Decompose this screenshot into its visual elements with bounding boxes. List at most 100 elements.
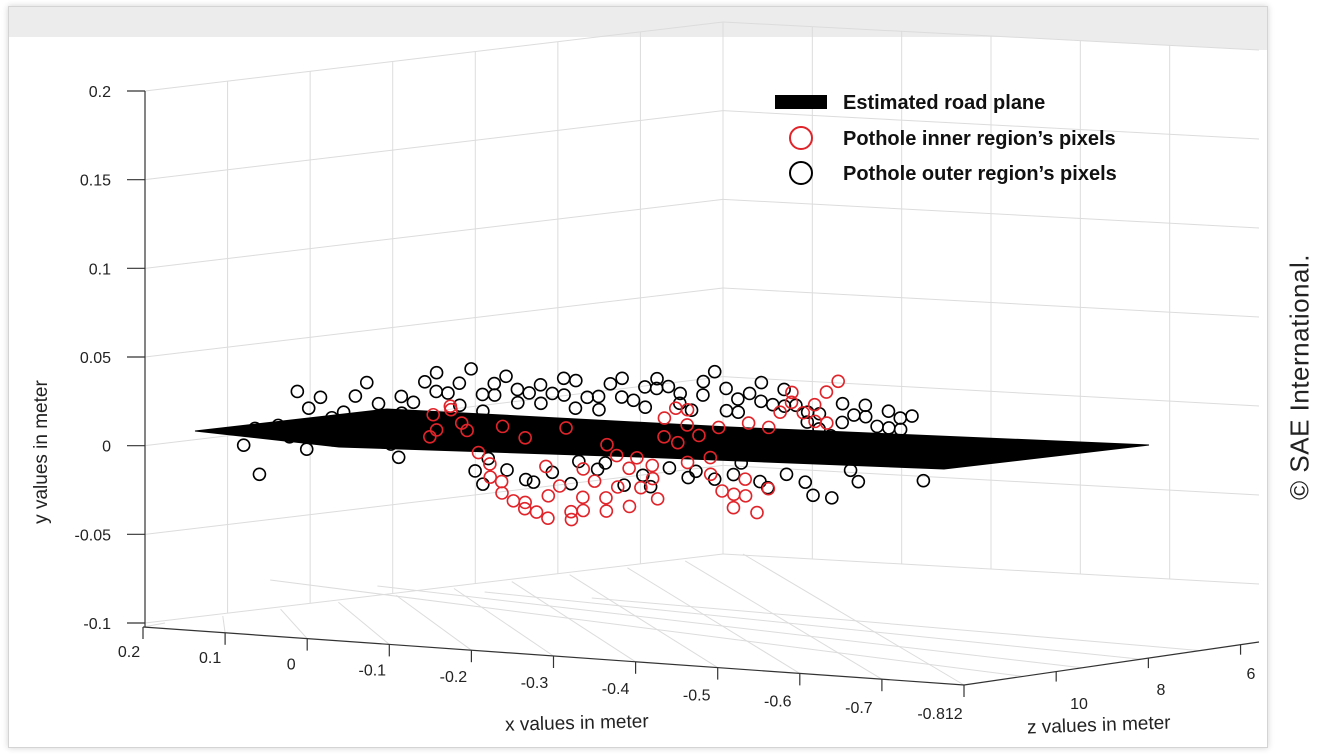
- z-ticks: 10 8 6: [1055, 644, 1256, 713]
- inner-pixel-point: [599, 504, 614, 518]
- inner-pixel-point: [529, 505, 544, 519]
- outer-pixel-point: [661, 379, 676, 394]
- legend-swatch-road-plane: [775, 95, 827, 109]
- inner-pixel-point: [559, 421, 573, 435]
- outer-pixel-point: [391, 450, 406, 465]
- outer-pixel-point: [684, 403, 699, 418]
- inner-pixel-point: [539, 459, 553, 474]
- inner-pixel-point: [750, 505, 764, 520]
- inner-pixel-point: [670, 435, 685, 450]
- grid-line-floor: [222, 616, 226, 633]
- grid-line-back-h: [144, 553, 724, 624]
- z-tick-label: 10: [1070, 696, 1088, 713]
- grid-line-floor-depth: [484, 591, 1142, 660]
- grid-line-back-h: [144, 21, 724, 92]
- outer-pixel-point: [603, 377, 618, 391]
- inner-pixel-point: [495, 486, 509, 500]
- x-tick-label: -0.812: [917, 706, 962, 723]
- inner-pixel-point: [483, 470, 498, 484]
- inner-pixel-point: [738, 472, 753, 486]
- legend-label: Estimated road plane: [843, 92, 1045, 114]
- y-ticks: -0.1 -0.05 0 0.05 0.1 0.15 0.2: [75, 84, 145, 633]
- outer-pixel-point: [696, 388, 710, 402]
- outer-pixel-point: [406, 395, 421, 410]
- outer-pixel-point: [835, 415, 849, 430]
- outer-pixel-point: [598, 456, 613, 470]
- inner-pixel-point: [599, 491, 613, 505]
- legend-label: Pothole inner region’s pixels: [843, 128, 1116, 150]
- outer-pixel-point: [481, 451, 496, 466]
- outer-pixel-point: [726, 467, 741, 482]
- outer-pixel-point: [777, 382, 791, 397]
- outer-pixel-point: [476, 477, 490, 491]
- z-tick-label: 8: [1157, 682, 1166, 699]
- outer-pixel-point: [429, 365, 444, 380]
- grid-line-floor-depth: [591, 597, 1201, 652]
- inner-pixel-point: [645, 471, 660, 486]
- y-tick-label: 0.1: [89, 261, 111, 278]
- outer-pixel-point: [689, 464, 703, 479]
- x-tick-label: -0.4: [602, 681, 630, 698]
- inner-pixel-point: [711, 420, 726, 435]
- outer-pixel-point: [916, 473, 931, 488]
- outer-pixel-point: [626, 393, 641, 408]
- inner-pixel-point: [831, 374, 845, 389]
- legend-marker-circle: [789, 161, 813, 185]
- outer-pixel-point: [643, 479, 658, 494]
- inner-pixel-point: [576, 490, 590, 505]
- outer-pixel-point: [452, 398, 467, 413]
- outer-pixel-point: [394, 389, 409, 404]
- inner-pixel-point: [657, 411, 672, 425]
- outer-pixel-point: [825, 491, 839, 505]
- inner-pixel-point: [576, 462, 591, 476]
- inner-pixel-point: [761, 420, 776, 435]
- inner-pixel-point: [609, 448, 624, 463]
- inner-pixel-point: [483, 457, 497, 471]
- outer-pixel-point: [468, 464, 482, 478]
- inner-pixel-point: [796, 405, 811, 420]
- inner-pixel-point: [576, 503, 591, 518]
- inner-pixel-point: [630, 451, 644, 465]
- inner-pixel-point: [773, 405, 787, 420]
- inner-pixel-point: [703, 467, 718, 482]
- inner-pixel-point: [423, 429, 437, 444]
- outer-pixel-point: [835, 396, 850, 411]
- outer-pixel-point: [487, 388, 502, 402]
- inner-pixel-point: [820, 416, 834, 430]
- x-tick-label: -0.1: [359, 663, 387, 680]
- inner-pixel-point: [726, 500, 741, 515]
- outer-pixel-point: [313, 390, 328, 405]
- outer-pixel-point: [881, 404, 896, 419]
- outer-pixel-point: [650, 371, 664, 386]
- x-tick-label: -0.6: [764, 694, 792, 711]
- outer-pixel-point: [858, 409, 873, 424]
- outer-pixel-point: [696, 374, 711, 389]
- legend: Estimated road plane Pothole inner region…: [775, 92, 1117, 185]
- inner-pixel-point: [460, 423, 474, 438]
- inner-pixel-point: [692, 428, 706, 443]
- outer-pixel-point: [662, 461, 677, 475]
- inner-pixel-point: [495, 419, 510, 434]
- inner-pixel-point: [650, 492, 665, 506]
- outer-pixel-point: [252, 467, 267, 482]
- outer-pixel-point: [800, 415, 815, 429]
- grid-line-back-h: [144, 464, 724, 535]
- grid-line-floor: [453, 588, 554, 657]
- y-tick-label: -0.1: [83, 616, 111, 633]
- inner-pixel-point: [703, 450, 718, 465]
- outer-pixel-point: [441, 386, 455, 400]
- legend-marker-circle: [789, 126, 813, 150]
- outer-pixel-point: [290, 384, 305, 399]
- outer-pixel-point: [731, 405, 746, 420]
- grid-line-floor: [742, 553, 965, 686]
- outer-pixel-point: [798, 475, 813, 489]
- outer-pixel-point: [806, 488, 820, 503]
- outer-pixel-point: [301, 401, 316, 416]
- x-axis-label: x values in meter: [505, 711, 650, 736]
- inner-pixel-point: [610, 480, 625, 494]
- inner-pixel-point: [541, 489, 556, 503]
- grid-line-floor: [684, 560, 883, 680]
- x-tick-label: -0.3: [521, 675, 549, 692]
- outer-pixel-point: [707, 364, 722, 379]
- inner-pixel-point: [471, 445, 486, 460]
